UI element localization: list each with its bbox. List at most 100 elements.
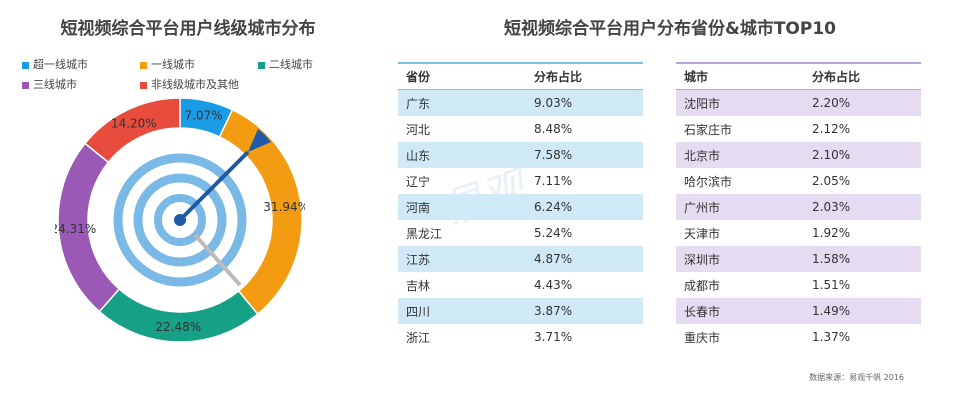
table-row: 吉林 4.43%	[398, 272, 643, 298]
legend-label: 二线城市	[269, 58, 313, 71]
share-cell: 2.20%	[804, 89, 921, 116]
province-cell: 广东	[398, 89, 526, 116]
province-cell: 辽宁	[406, 174, 431, 189]
share-cell: 2.12%	[812, 122, 851, 136]
share-cell: 6.24%	[526, 194, 643, 220]
share-cell: 1.49%	[804, 298, 921, 324]
share-cell: 7.58%	[526, 142, 643, 168]
legend-swatch	[258, 61, 265, 69]
legend-swatch	[22, 61, 29, 69]
slice-label: 14.20%	[111, 116, 157, 130]
target-illustration	[113, 129, 271, 287]
province-cell: 河南	[398, 194, 526, 220]
city-cell: 深圳市	[676, 246, 804, 272]
province-table: 省份 分布占比 广东 9.03% 河北 8.48% 山东 7.58% 辽宁 7.11% 河南 6.…	[398, 62, 643, 350]
city-share-header: 分布占比	[804, 62, 921, 90]
share-cell: 7.11%	[534, 174, 573, 188]
share-cell: 4.43%	[534, 278, 573, 292]
legend-label: 一线城市	[151, 58, 195, 71]
legend-item: 非线级城市及其他	[140, 76, 239, 92]
table-row: 哈尔滨市 2.05%	[676, 168, 921, 194]
province-header: 省份	[398, 62, 526, 90]
legend-label: 超一线城市	[33, 58, 88, 71]
slice-label: 31.94%	[263, 200, 305, 214]
table-row: 成都市 1.51%	[676, 272, 921, 298]
table-row: 石家庄市 2.12%	[676, 116, 921, 142]
share-cell: 8.48%	[534, 122, 573, 136]
table-row: 长春市 1.49%	[676, 298, 921, 324]
city-header: 城市	[676, 62, 804, 90]
data-source: 数据来源：易观千帆 2016	[809, 373, 904, 382]
donut-slice	[83, 97, 181, 164]
legend-label: 非线级城市及其他	[151, 78, 239, 91]
share-cell: 9.03%	[526, 89, 643, 116]
table-row: 深圳市 1.58%	[676, 246, 921, 272]
province-cell: 河北	[406, 122, 431, 137]
target-ring-middle	[133, 173, 227, 267]
table-row: 河南 6.24%	[398, 194, 643, 220]
table-row: 广州市 2.03%	[676, 194, 921, 220]
slice-label: 24.31%	[55, 222, 96, 236]
table-row: 河北 8.48%	[398, 116, 643, 142]
table-row: 重庆市 1.37%	[676, 324, 921, 350]
table-row: 浙江 3.71%	[398, 324, 643, 350]
arrow-fletching	[248, 129, 271, 152]
legend-swatch	[22, 81, 29, 89]
share-cell: 2.05%	[812, 174, 851, 188]
table-row: 辽宁 7.11%	[398, 168, 643, 194]
city-cell: 成都市	[684, 278, 721, 293]
city-table-wrap: 城市 分布占比 沈阳市 2.20% 石家庄市 2.12% 北京市 2.10% 哈尔滨市 2.0…	[676, 62, 921, 350]
donut-chart: 7.07% 31.94% 22.48% 24.31% 14.20%	[55, 97, 305, 343]
share-cell: 3.71%	[534, 330, 573, 344]
table-row: 天津市 1.92%	[676, 220, 921, 246]
city-cell: 北京市	[676, 142, 804, 168]
city-cell: 哈尔滨市	[684, 174, 733, 189]
share-cell: 4.87%	[526, 246, 643, 272]
legend-swatch	[140, 81, 147, 89]
share-cell: 1.51%	[812, 278, 851, 292]
city-table: 城市 分布占比 沈阳市 2.20% 石家庄市 2.12% 北京市 2.10% 哈尔滨市 2.0…	[676, 62, 921, 350]
table-row: 广东 9.03%	[398, 89, 643, 116]
slice-label: 22.48%	[155, 320, 201, 334]
city-cell: 长春市	[676, 298, 804, 324]
legend-item: 三线城市	[22, 76, 77, 92]
province-cell: 浙江	[406, 330, 431, 345]
city-cell: 沈阳市	[676, 89, 804, 116]
province-cell: 吉林	[406, 278, 431, 293]
share-cell: 2.03%	[804, 194, 921, 220]
target-ring-outer	[113, 153, 247, 287]
legend-item: 一线城市	[140, 56, 195, 72]
legend-label: 三线城市	[33, 78, 77, 91]
table-row: 沈阳市 2.20%	[676, 89, 921, 116]
slice-label: 7.07%	[185, 109, 223, 123]
share-cell: 5.24%	[534, 226, 573, 240]
table-row: 黑龙江 5.24%	[398, 220, 643, 246]
province-share-header: 分布占比	[526, 62, 643, 90]
legend-item: 二线城市	[258, 56, 313, 72]
city-cell: 天津市	[684, 226, 721, 241]
table-row: 北京市 2.10%	[676, 142, 921, 168]
target-ring-inner	[154, 194, 206, 246]
city-cell: 重庆市	[684, 330, 721, 345]
city-cell: 石家庄市	[684, 122, 733, 137]
province-cell: 四川	[398, 298, 526, 324]
table-row: 江苏 4.87%	[398, 246, 643, 272]
left-chart-title: 短视频综合平台用户线级城市分布	[60, 19, 316, 39]
legend-swatch	[140, 61, 147, 69]
legend-item: 超一线城市	[22, 56, 88, 72]
share-cell: 1.58%	[804, 246, 921, 272]
table-row: 四川 3.87%	[398, 298, 643, 324]
right-title: 短视频综合平台用户分布省份&城市TOP10	[504, 19, 836, 39]
table-row: 山东 7.58%	[398, 142, 643, 168]
city-cell: 广州市	[676, 194, 804, 220]
arrow-shaft	[178, 150, 250, 222]
donut-slice	[98, 287, 259, 343]
province-cell: 黑龙江	[406, 226, 443, 241]
province-table-wrap: 省份 分布占比 广东 9.03% 河北 8.48% 山东 7.58% 辽宁 7.11% 河南 6.…	[398, 62, 643, 350]
share-cell: 2.10%	[804, 142, 921, 168]
province-cell: 山东	[398, 142, 526, 168]
province-cell: 江苏	[398, 246, 526, 272]
share-cell: 1.37%	[812, 330, 851, 344]
arrow-shadow	[193, 233, 242, 287]
share-cell: 1.92%	[812, 226, 851, 240]
